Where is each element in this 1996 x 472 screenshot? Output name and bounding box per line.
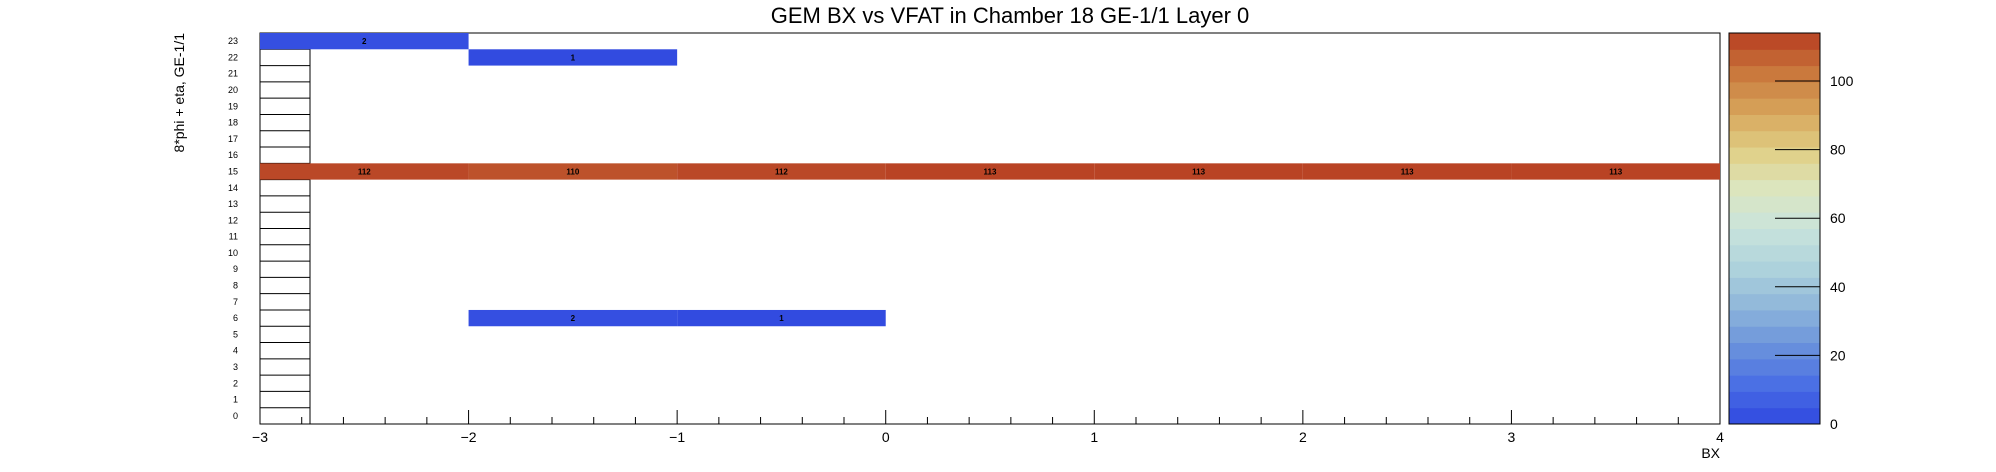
y-tick-label: 9 xyxy=(233,264,238,274)
colorbar-band xyxy=(1729,261,1820,278)
colorbar-band xyxy=(1729,212,1820,229)
heatmap-cell xyxy=(885,163,1095,180)
cell-value-label: 113 xyxy=(1401,167,1414,176)
y-tick-label: 3 xyxy=(233,362,238,372)
colorbar-band xyxy=(1729,163,1820,181)
heatmap-cell xyxy=(1094,163,1303,180)
colorbar-tick-label: 100 xyxy=(1830,73,1854,89)
colorbar-tick-label: 40 xyxy=(1830,279,1846,295)
colorbar-band xyxy=(1729,195,1820,213)
colorbar-band xyxy=(1729,130,1820,148)
heatmap-cell xyxy=(468,163,678,180)
colorbar-band xyxy=(1729,228,1820,246)
colorbar-tick-label: 60 xyxy=(1830,210,1846,226)
colorbar-band xyxy=(1729,277,1820,295)
y-tick-label: 0 xyxy=(233,411,238,421)
cell-value-label: 112 xyxy=(775,167,788,176)
x-tick-label: 4 xyxy=(1716,429,1724,445)
heatmap-cell xyxy=(260,163,469,180)
plot-frame xyxy=(259,32,1721,425)
colorbar-tick-label: 80 xyxy=(1830,142,1846,158)
y-tick-label: 13 xyxy=(228,199,238,209)
heatmap-cells: 2 1 112 110 112 113 113 113 113 2 1 xyxy=(260,33,1720,327)
y-tick-label: 14 xyxy=(228,183,238,193)
colorbar-band xyxy=(1729,114,1820,132)
cell-value-label: 1 xyxy=(571,53,576,62)
colorbar-band xyxy=(1729,33,1820,50)
y-tick-label: 22 xyxy=(228,52,238,62)
y-tick-label: 4 xyxy=(233,346,238,356)
heatmap-cell xyxy=(1302,163,1512,180)
cell-value-label: 112 xyxy=(358,167,371,176)
colorbar-band xyxy=(1729,98,1820,115)
x-axis-label: BX xyxy=(1701,445,1720,461)
y-tick-label: 19 xyxy=(228,101,238,111)
heatmap-cell xyxy=(468,49,678,66)
x-tick-label: −2 xyxy=(461,429,477,445)
colorbar-tick-label: 0 xyxy=(1830,416,1838,432)
y-tick-label: 20 xyxy=(228,85,238,95)
y-tick-label: 15 xyxy=(228,166,238,176)
y-tick-label: 10 xyxy=(228,248,238,258)
colorbar-band xyxy=(1729,179,1820,197)
x-tick-label: −1 xyxy=(669,429,685,445)
x-axis: −3 −2 −1 0 1 2 3 4 xyxy=(252,410,1724,445)
y-tick-label: 2 xyxy=(233,378,238,388)
colorbar-band xyxy=(1729,244,1820,262)
y-axis-label: 8*phi + eta, GE-1/1 xyxy=(171,33,187,153)
cell-value-label: 2 xyxy=(362,37,367,46)
y-bin-lines xyxy=(260,32,311,425)
colorbar-band xyxy=(1729,407,1820,425)
heatmap-cell xyxy=(260,33,469,50)
x-tick-label: 0 xyxy=(882,429,890,445)
x-tick-label: 2 xyxy=(1299,429,1307,445)
colorbar-band xyxy=(1729,309,1820,327)
y-tick-label: 16 xyxy=(228,150,238,160)
cell-value-label: 113 xyxy=(1192,167,1205,176)
colorbar-band xyxy=(1729,81,1820,99)
colorbar: 0 20 40 60 80 100 xyxy=(1728,32,1854,432)
cell-value-label: 110 xyxy=(566,167,579,176)
cell-value-label: 2 xyxy=(571,314,576,323)
cell-value-label: 1 xyxy=(779,314,784,323)
colorbar-band xyxy=(1729,326,1820,344)
colorbar-tick-label: 20 xyxy=(1830,347,1846,363)
heatmap-cell xyxy=(677,163,886,180)
colorbar-band xyxy=(1729,342,1820,360)
heatmap-cell xyxy=(468,309,678,327)
y-tick-label: 23 xyxy=(228,36,238,46)
y-tick-label: 12 xyxy=(228,215,238,225)
y-tick-label: 8 xyxy=(233,281,238,291)
chart-title: GEM BX vs VFAT in Chamber 18 GE-1/1 Laye… xyxy=(771,3,1250,28)
colorbar-band xyxy=(1729,293,1820,311)
y-tick-label: 5 xyxy=(233,329,238,339)
colorbar-band xyxy=(1729,147,1820,164)
colorbar-band xyxy=(1729,358,1820,376)
x-tick-label: 1 xyxy=(1090,429,1098,445)
cell-value-label: 113 xyxy=(984,167,997,176)
cell-value-label: 113 xyxy=(1609,167,1622,176)
y-tick-label: 7 xyxy=(233,297,238,307)
y-tick-label: 21 xyxy=(228,69,238,79)
colorbar-frame xyxy=(1728,32,1821,425)
y-tick-label: 1 xyxy=(233,395,238,405)
x-tick-label: 3 xyxy=(1508,429,1516,445)
colorbar-band xyxy=(1729,65,1820,83)
colorbar-band xyxy=(1729,375,1820,392)
y-tick-label: 6 xyxy=(233,313,238,323)
colorbar-band xyxy=(1729,391,1820,409)
y-tick-label: 11 xyxy=(229,232,238,242)
y-tick-label: 17 xyxy=(228,134,238,144)
heatmap-cell xyxy=(677,309,886,327)
heatmap-cell xyxy=(1511,163,1720,180)
colorbar-band xyxy=(1729,49,1820,67)
x-tick-label: −3 xyxy=(252,429,268,445)
y-tick-label: 18 xyxy=(228,118,238,128)
